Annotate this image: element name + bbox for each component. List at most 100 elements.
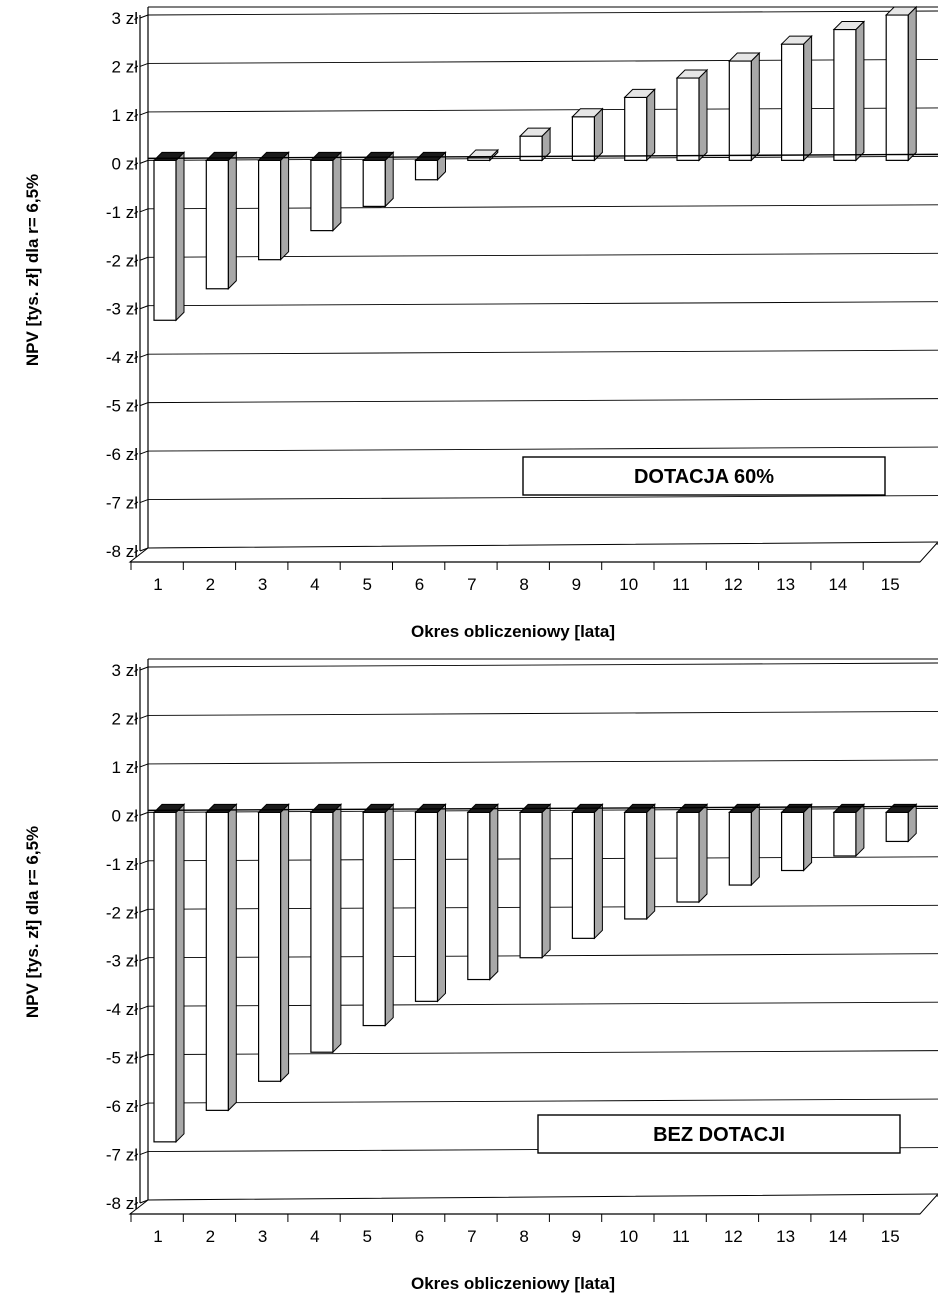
x-tick-label: 7 xyxy=(467,1227,476,1246)
bar-cap xyxy=(518,127,552,137)
y-tick-mark xyxy=(139,62,149,67)
bar-front xyxy=(728,60,752,161)
bar-front xyxy=(258,159,282,261)
x-tick-label: 7 xyxy=(467,575,476,594)
bar-14 xyxy=(832,803,866,858)
bar-front xyxy=(205,811,229,1111)
bar-1 xyxy=(152,151,186,322)
y-tick-label: -3 zł xyxy=(106,300,138,319)
y-tick-mark xyxy=(139,499,149,504)
y-tick-mark xyxy=(139,208,149,213)
bar-front xyxy=(833,28,857,161)
annotation-box xyxy=(522,456,886,496)
x-tick-label: 13 xyxy=(776,1227,795,1246)
bar-cap xyxy=(832,21,866,31)
y-tick-mark xyxy=(139,908,149,913)
bar-side xyxy=(384,151,394,208)
y-tick-mark xyxy=(139,402,149,407)
bar-6 xyxy=(414,803,447,1003)
bar-cap xyxy=(309,803,343,813)
bar-side xyxy=(227,151,237,290)
y-tick-mark xyxy=(139,763,149,768)
bar-11 xyxy=(675,68,709,162)
bar-cap xyxy=(309,151,343,161)
bar-front xyxy=(728,811,752,886)
y-tick-label: 2 zł xyxy=(112,709,139,728)
bar-3 xyxy=(257,151,290,261)
bar-12 xyxy=(728,51,761,162)
bar-front xyxy=(780,811,805,872)
gridline xyxy=(147,662,938,668)
x-tick-label: 5 xyxy=(362,1227,371,1246)
y-tick-mark xyxy=(139,1102,149,1107)
bar-front xyxy=(519,811,543,959)
bar-14 xyxy=(832,20,866,162)
x-tick-label: 1 xyxy=(153,1227,162,1246)
gridline xyxy=(147,711,938,716)
bar-4 xyxy=(309,151,343,232)
y-tick-label: -6 zł xyxy=(106,1097,138,1116)
bar-front xyxy=(205,159,229,290)
bar-7 xyxy=(466,803,500,981)
bar-15 xyxy=(884,5,918,162)
bar-cap xyxy=(728,52,761,62)
bar-side xyxy=(175,151,185,322)
x-tick-label: 2 xyxy=(206,575,215,594)
y-tick-label: 1 zł xyxy=(112,106,139,125)
bar-front xyxy=(153,811,177,1143)
y-tick-label: 3 zł xyxy=(112,661,139,680)
y-tick-mark xyxy=(139,111,149,116)
bar-side xyxy=(698,68,708,162)
y-tick-mark xyxy=(139,1054,149,1059)
zero-line xyxy=(147,153,938,160)
gridline xyxy=(147,759,938,765)
gridline xyxy=(147,1098,938,1104)
y-axis-title: NPV [tys. zł] dla r= 6,5% xyxy=(23,174,42,366)
bar-front xyxy=(885,811,909,843)
y-tick-label: 2 zł xyxy=(112,57,139,76)
bar-2 xyxy=(205,803,238,1112)
bar-10 xyxy=(623,88,656,162)
bar-side xyxy=(593,107,603,162)
bar-front xyxy=(362,811,386,1027)
annotation-box xyxy=(537,1114,901,1154)
bar-cap xyxy=(571,108,604,118)
bar-cap xyxy=(361,151,395,161)
y-tick-mark xyxy=(139,159,149,164)
bar-front xyxy=(780,43,805,161)
x-axis-title: Okres obliczeniowy [lata] xyxy=(411,1274,615,1293)
y-tick-mark xyxy=(139,450,149,455)
x-tick-label: 4 xyxy=(310,575,319,594)
bar-side xyxy=(750,803,760,887)
bar-side xyxy=(593,803,603,940)
x-tick-label: 15 xyxy=(881,575,900,594)
y-tick-label: -2 zł xyxy=(106,903,138,922)
bar-side xyxy=(907,5,917,162)
x-tick-label: 10 xyxy=(619,575,638,594)
y-tick-mark xyxy=(139,256,149,261)
y-tick-label: 0 zł xyxy=(112,154,139,173)
bar-side xyxy=(541,803,551,959)
y-tick-mark xyxy=(139,666,149,671)
y-tick-mark xyxy=(139,305,149,310)
y-tick-mark xyxy=(139,1005,149,1010)
bar-front xyxy=(414,159,439,181)
bar-5 xyxy=(361,803,395,1027)
bar-13 xyxy=(780,34,813,162)
y-tick-mark xyxy=(139,957,149,962)
bar-side xyxy=(332,151,342,232)
bar-15 xyxy=(884,803,918,843)
floor-plane xyxy=(128,541,938,563)
bar-12 xyxy=(728,803,761,887)
gridline xyxy=(147,398,938,404)
bar-13 xyxy=(780,803,813,872)
y-tick-mark xyxy=(139,1151,149,1156)
y-tick-label: -1 zł xyxy=(106,203,138,222)
x-tick-label: 14 xyxy=(828,1227,847,1246)
y-tick-label: -5 zł xyxy=(106,397,138,416)
y-tick-label: 0 zł xyxy=(112,806,139,825)
annotation-label: DOTACJA 60% xyxy=(634,466,774,488)
bar-9 xyxy=(571,803,604,940)
x-tick-label: 6 xyxy=(415,575,424,594)
x-tick-label: 3 xyxy=(258,575,267,594)
